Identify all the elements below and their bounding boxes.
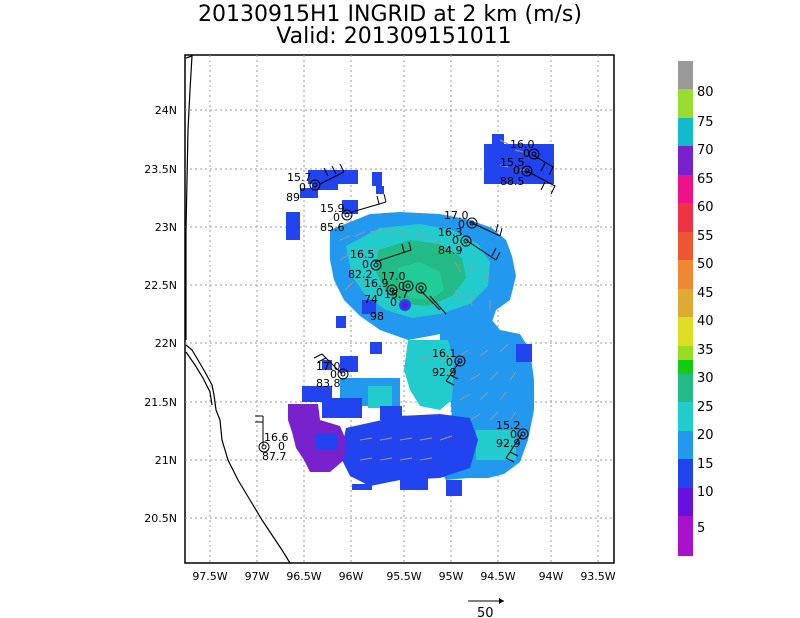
drop-label: 0: [299, 181, 306, 194]
drop-label: 0: [330, 368, 337, 381]
colorbar-label: 25: [697, 400, 714, 415]
drop-label: 0: [362, 258, 369, 271]
drop-label: 0: [390, 296, 397, 309]
drop-label: 0: [398, 280, 405, 293]
coastline: [185, 55, 291, 564]
drop-label: 15.7: [384, 288, 409, 301]
colorbar-label: 45: [697, 286, 714, 301]
drop-label: 85.6: [320, 221, 345, 234]
lon-label: 97W: [245, 570, 270, 583]
drop-label: 82.2: [348, 268, 373, 281]
lon-label: 96.5W: [286, 570, 321, 583]
drop-label: 0: [446, 356, 453, 369]
drop-label: 17.0: [316, 360, 341, 373]
lat-label: 23N: [155, 221, 177, 234]
drop-markers: [258, 148, 540, 453]
lon-label: 93.5W: [580, 570, 615, 583]
drop-label: 16.3: [438, 226, 463, 239]
drop-label: 92.9: [496, 437, 521, 450]
drop-label: 0: [513, 164, 520, 177]
colorbar: [678, 61, 693, 556]
lat-label: 23.5N: [144, 163, 177, 176]
lat-label: 22.5N: [144, 279, 177, 292]
lat-label: 24N: [155, 104, 177, 117]
drop-label: 16.1: [432, 347, 457, 360]
drop-label: 84.9: [438, 244, 463, 257]
chart-title: 20130915H1 INGRID at 2 km (m/s): [198, 2, 582, 27]
colorbar-label: 30: [697, 371, 714, 386]
drop-label: 15.5: [500, 156, 525, 169]
drop-label: 16.9: [364, 277, 389, 290]
drop-label: 0: [278, 440, 285, 453]
drop-label: 74: [364, 293, 378, 306]
colorbar-label: 35: [697, 343, 714, 358]
lon-label: 95W: [439, 570, 464, 583]
latitude-labels: 24N 23.5N 23N 22.5N 22N 21.5N 21N 20.5N: [144, 104, 177, 525]
drop-labels: 15.7 0 89 15.9 0 85.6 16.5 0 82.2 16.9 0…: [262, 138, 535, 463]
drop-label: 17.0: [444, 209, 469, 222]
drop-label: 15.2: [496, 419, 521, 432]
colorbar-label: 50: [697, 257, 714, 272]
lat-label: 21.5N: [144, 396, 177, 409]
lon-label: 97.5W: [192, 570, 227, 583]
lat-label: 21N: [155, 454, 177, 467]
drop-label: 15.7: [287, 171, 312, 184]
lon-label: 95.5W: [386, 570, 421, 583]
lon-label: 96W: [339, 570, 364, 583]
drop-label: 83.8: [316, 377, 341, 390]
lon-label: 94.5W: [480, 570, 515, 583]
drop-label: 0: [452, 234, 459, 247]
drop-label: 89: [286, 191, 300, 204]
lat-label: 20.5N: [144, 512, 177, 525]
colorbar-label: 15: [697, 457, 714, 472]
lat-label: 22N: [155, 337, 177, 350]
drop-label: 16.5: [350, 248, 375, 261]
colorbar-label: 55: [697, 229, 714, 244]
colorbar-label: 5: [697, 521, 705, 536]
drop-label: 98: [370, 310, 384, 323]
drop-label: 87.7: [262, 450, 287, 463]
drop-label: 16.6: [264, 431, 289, 444]
colorbar-label: 10: [697, 485, 714, 500]
map-grid: [185, 55, 614, 563]
wind-vectors: [339, 139, 528, 461]
reference-vector-label: 50: [477, 606, 494, 618]
lon-label: 94W: [539, 570, 564, 583]
longitude-labels: 97.5W 97W 96.5W 96W 95.5W 95W 94.5W 94W …: [192, 570, 615, 583]
wind-field: [286, 134, 554, 496]
reference-vector: 50: [468, 598, 504, 618]
drop-label: 0: [458, 218, 465, 231]
drop-label: 0: [510, 428, 517, 441]
drop-label: 0: [523, 147, 530, 160]
drop-label: 17.0: [381, 270, 406, 283]
drop-label: 92.9: [432, 366, 457, 379]
colorbar-label: 75: [697, 115, 714, 130]
chart-subtitle: Valid: 201309151011: [276, 24, 512, 49]
drop-label: 15.9: [320, 202, 345, 215]
wind-barbs: [255, 154, 556, 463]
drop-label: 16.0: [510, 138, 535, 151]
drop-label: 0: [376, 286, 383, 299]
colorbar-label: 40: [697, 314, 714, 329]
colorbar-labels: 80 75 70 65 60 55 50 45 40 35 30 25 20 1…: [697, 85, 714, 536]
colorbar-label: 70: [697, 143, 714, 158]
colorbar-label: 20: [697, 428, 714, 443]
drop-label: 0: [333, 211, 340, 224]
drop-label: 88.5: [500, 175, 525, 188]
colorbar-label: 60: [697, 200, 714, 215]
colorbar-label: 80: [697, 85, 714, 100]
colorbar-label: 65: [697, 172, 714, 187]
